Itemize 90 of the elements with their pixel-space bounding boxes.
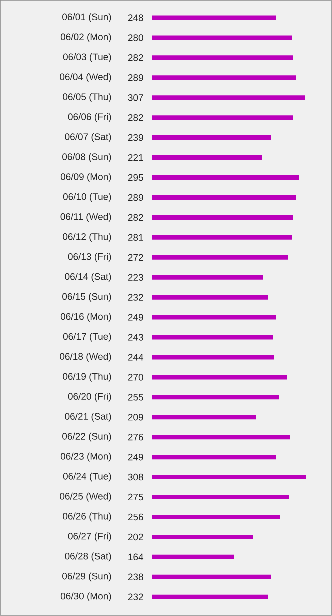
bar	[152, 56, 293, 60]
y-tick-label: 06/06 (Fri)	[68, 113, 112, 122]
y-tick-label: 06/04 (Wed)	[60, 73, 112, 82]
y-tick-label: 06/28 (Sat)	[65, 552, 112, 562]
y-tick-label: 06/19 (Thu)	[63, 373, 112, 382]
data-label: 276	[128, 434, 144, 441]
y-tick-label: 06/01 (Sun)	[62, 14, 112, 22]
data-label: 280	[128, 34, 144, 42]
bar	[152, 235, 292, 240]
data-label: 202	[128, 534, 144, 541]
data-label: 295	[128, 174, 144, 182]
y-tick-label: 06/17 (Tue)	[63, 333, 112, 342]
bar	[152, 275, 264, 280]
bar	[152, 215, 293, 220]
data-label: 223	[128, 274, 144, 281]
data-label: 232	[128, 294, 144, 301]
y-tick-label: 06/21 (Sat)	[65, 412, 112, 422]
data-label: 275	[128, 494, 144, 501]
bar	[152, 375, 287, 380]
y-tick-label: 06/27 (Fri)	[68, 532, 112, 542]
y-tick-label: 06/13 (Fri)	[68, 253, 112, 262]
bar	[152, 534, 253, 540]
data-label: 282	[128, 54, 144, 62]
y-tick-label: 06/20 (Fri)	[68, 392, 112, 402]
data-label: 244	[128, 354, 144, 361]
y-tick-label: 06/08 (Sun)	[62, 153, 112, 162]
bar	[152, 435, 290, 440]
data-label: 256	[128, 514, 144, 521]
bar	[152, 415, 256, 420]
bar	[152, 76, 296, 80]
y-tick-label: 06/29 (Sun)	[62, 572, 112, 582]
data-label: 308	[128, 474, 144, 481]
data-label: 282	[128, 214, 144, 222]
bar	[152, 594, 268, 600]
y-tick-label: 06/26 (Thu)	[63, 512, 112, 522]
y-tick-label: 06/07 (Sat)	[65, 133, 112, 142]
data-label: 239	[128, 134, 144, 142]
y-tick-label: 06/14 (Sat)	[65, 273, 112, 282]
bar	[152, 16, 276, 20]
y-tick-label: 06/25 (Wed)	[60, 492, 112, 502]
y-tick-label: 06/24 (Tue)	[63, 472, 112, 482]
bar	[152, 335, 274, 340]
bar	[152, 36, 292, 40]
bar	[152, 574, 271, 580]
bar	[152, 495, 290, 500]
bar	[152, 156, 262, 160]
bar	[152, 195, 296, 200]
y-tick-label: 06/30 (Mon)	[60, 592, 112, 602]
bar	[152, 116, 293, 120]
bar	[152, 96, 306, 100]
data-label: 270	[128, 374, 144, 381]
data-label: 272	[128, 254, 144, 261]
y-tick-label: 06/15 (Sun)	[62, 293, 112, 302]
y-tick-label: 06/18 (Wed)	[60, 353, 112, 362]
data-label: 281	[128, 234, 144, 242]
y-tick-label: 06/22 (Sun)	[62, 432, 112, 442]
y-tick-label: 06/23 (Mon)	[60, 452, 112, 462]
y-tick-label: 06/11 (Wed)	[60, 213, 112, 222]
data-label: 248	[128, 14, 144, 22]
y-tick-label: 06/10 (Tue)	[63, 193, 112, 202]
bar	[152, 295, 268, 300]
bar	[152, 455, 276, 460]
y-tick-label: 06/12 (Thu)	[63, 233, 112, 242]
bar	[152, 554, 234, 560]
y-tick-label: 06/03 (Tue)	[63, 53, 112, 62]
bar	[152, 175, 300, 180]
data-label: 238	[128, 574, 144, 581]
y-tick-label: 06/02 (Mon)	[60, 34, 112, 42]
data-label: 255	[128, 394, 144, 401]
data-label: 289	[128, 74, 144, 82]
bar	[152, 136, 272, 140]
data-label: 164	[128, 554, 144, 561]
data-label: 232	[128, 594, 144, 600]
data-label: 282	[128, 114, 144, 122]
data-label: 249	[128, 454, 144, 461]
bar	[152, 315, 276, 320]
data-label: 249	[128, 314, 144, 321]
bar	[152, 514, 280, 520]
bar	[152, 255, 288, 260]
data-label: 289	[128, 194, 144, 202]
data-label: 307	[128, 94, 144, 102]
y-tick-label: 06/05 (Thu)	[63, 93, 112, 102]
bar	[152, 475, 306, 480]
bar	[152, 395, 280, 400]
y-tick-label: 06/16 (Mon)	[60, 313, 112, 322]
data-label: 243	[128, 334, 144, 341]
bar	[152, 355, 274, 360]
data-label: 209	[128, 414, 144, 421]
y-tick-label: 06/09 (Mon)	[60, 173, 112, 182]
data-label: 221	[128, 154, 144, 162]
